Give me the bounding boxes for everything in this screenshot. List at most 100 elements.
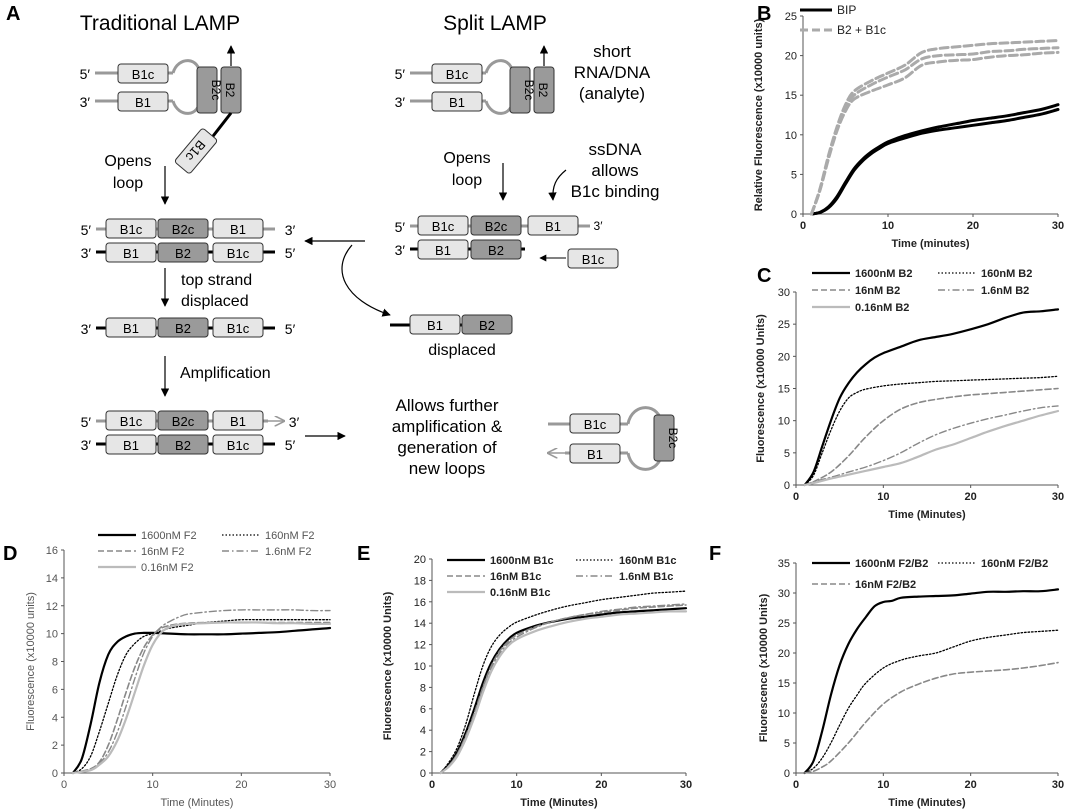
legend-label: 0.16nM B2 — [855, 302, 909, 314]
segment-label: B1 — [123, 438, 139, 453]
y-axis-label: Fluorescence (x10000 units) — [25, 592, 37, 731]
segment-label: B1 — [123, 246, 139, 261]
segment-box — [431, 63, 483, 84]
y-tick-label: 0 — [791, 209, 797, 221]
segment-label: B1 — [230, 414, 246, 429]
y-tick-label: 16 — [414, 597, 426, 609]
segment-box — [157, 317, 209, 338]
panel-letter-d: D — [3, 543, 17, 565]
segment-label: B1 — [427, 318, 443, 333]
prime-label: 5′ — [395, 219, 406, 235]
y-tick-label: 14 — [414, 618, 426, 630]
segment-box — [212, 317, 264, 338]
chart-d: 0 2 4 6 8 10 12 14 16 0 10 20 30 Time (Minutes) Fluore… — [25, 530, 336, 809]
x-tick-label: 10 — [882, 220, 894, 232]
series-line-1600nm-b1c — [439, 607, 688, 775]
prime-label: 5′ — [285, 321, 296, 337]
y-tick-label: 25 — [778, 319, 790, 331]
legend-label: 0.16nM B1c — [490, 587, 551, 599]
prime-label: 3′ — [395, 94, 406, 110]
y-tick-label: 14 — [46, 573, 58, 585]
series-line-160nm-b2 — [804, 375, 1059, 486]
segment-label: B2 — [536, 83, 550, 98]
legend-label: 16nM B1c — [490, 571, 541, 583]
prime-label: 3′ — [80, 94, 91, 110]
y-tick-label: 0 — [784, 768, 790, 780]
amplified-duplex: 5′ 3′ 3′ 5′ B1c B2c B1 B1 B2 B1c — [81, 410, 300, 455]
series-line-1-6nm-b1c — [439, 603, 687, 774]
x-tick-label: 10 — [511, 779, 523, 791]
segment-box — [569, 443, 621, 464]
y-tick-label: 8 — [52, 657, 58, 669]
segment-box — [470, 215, 522, 236]
y-tick-label: 12 — [46, 601, 58, 613]
series-line-b2-b1c — [810, 50, 1060, 216]
x-axis-label: Time (Minutes) — [161, 797, 234, 809]
series-line-1-6nm-f2 — [72, 609, 331, 774]
legend-label: 0.16nM F2 — [141, 562, 194, 574]
prime-label: 3′ — [81, 245, 92, 261]
segment-box — [653, 414, 675, 462]
series-line-bip — [810, 103, 1060, 216]
panel-letter-a: A — [6, 3, 20, 25]
x-tick-label: 30 — [1052, 220, 1064, 232]
y-tick-label: 6 — [52, 684, 58, 696]
panel-letter-b: B — [757, 3, 771, 25]
y-axis-label: Fluorescence (x10000 Units) — [755, 314, 767, 463]
series-line-b2-b1c — [810, 39, 1060, 216]
prime-label: 5′ — [285, 245, 296, 261]
x-tick-label: 20 — [965, 491, 977, 503]
prime-label: 5′ — [81, 414, 92, 430]
x-axis-label: Time (minutes) — [891, 238, 969, 250]
y-tick-label: 0 — [52, 768, 58, 780]
flow-arrow — [548, 169, 567, 201]
segment-box — [431, 91, 483, 112]
segment-box — [157, 242, 209, 263]
segment-label: B2c — [666, 428, 680, 449]
y-tick-label: 4 — [52, 712, 58, 724]
segment-box — [157, 434, 209, 455]
x-axis-label: Time (Minutes) — [888, 797, 966, 809]
segment-box — [509, 66, 531, 114]
segment-label: B1c — [584, 417, 607, 432]
prime-label: 5′ — [80, 66, 91, 82]
x-tick-label: 30 — [680, 779, 692, 791]
segment-label: B2c — [485, 219, 508, 234]
series-line-16nm-b2 — [803, 387, 1059, 486]
segment-box — [417, 215, 469, 236]
legend-label: 16nM F2 — [141, 546, 184, 558]
new-loop-hairpin: B1c B1 B2c — [548, 406, 680, 471]
y-tick-label: 15 — [778, 678, 790, 690]
segment-label: B1 — [123, 321, 139, 336]
segment-box — [157, 218, 209, 239]
opens-loop-label: loop — [113, 175, 143, 192]
y-tick-label: 35 — [778, 558, 790, 570]
chart-f: 0 5 10 15 20 25 30 35 0 10 20 30 Time (Minutes) Fluor… — [758, 558, 1064, 809]
segment-label: B1 — [449, 95, 465, 110]
legend-label: 1600nM B2 — [855, 268, 912, 280]
prime-label: 3′ — [81, 321, 92, 337]
segment-label: B2 — [175, 321, 191, 336]
series-line-0-16nm-b1c — [439, 610, 688, 775]
segment-label: B1c — [227, 321, 250, 336]
x-tick-label: 10 — [877, 491, 889, 503]
top-strand-label: top strand — [181, 272, 252, 289]
y-tick-label: 15 — [785, 90, 797, 102]
x-axis-label: Time (Minutes) — [520, 797, 598, 809]
displaced-strand: B1 B2 displaced — [390, 314, 513, 359]
x-tick-label: 30 — [1052, 491, 1064, 503]
x-tick-label: 20 — [965, 779, 977, 791]
panel-letter-e: E — [357, 543, 370, 565]
y-tick-label: 30 — [778, 588, 790, 600]
x-tick-label: 0 — [800, 220, 806, 232]
further-amplification-label: generation of — [397, 438, 497, 457]
segment-box — [157, 410, 209, 431]
legend-label: 1.6nM B1c — [619, 571, 673, 583]
series-line-0-16nm-f2 — [71, 621, 332, 775]
legend-label: B2 + B1c — [837, 23, 886, 37]
y-tick-label: 2 — [52, 740, 58, 752]
x-tick-label: 30 — [324, 779, 336, 791]
segment-box — [212, 434, 264, 455]
